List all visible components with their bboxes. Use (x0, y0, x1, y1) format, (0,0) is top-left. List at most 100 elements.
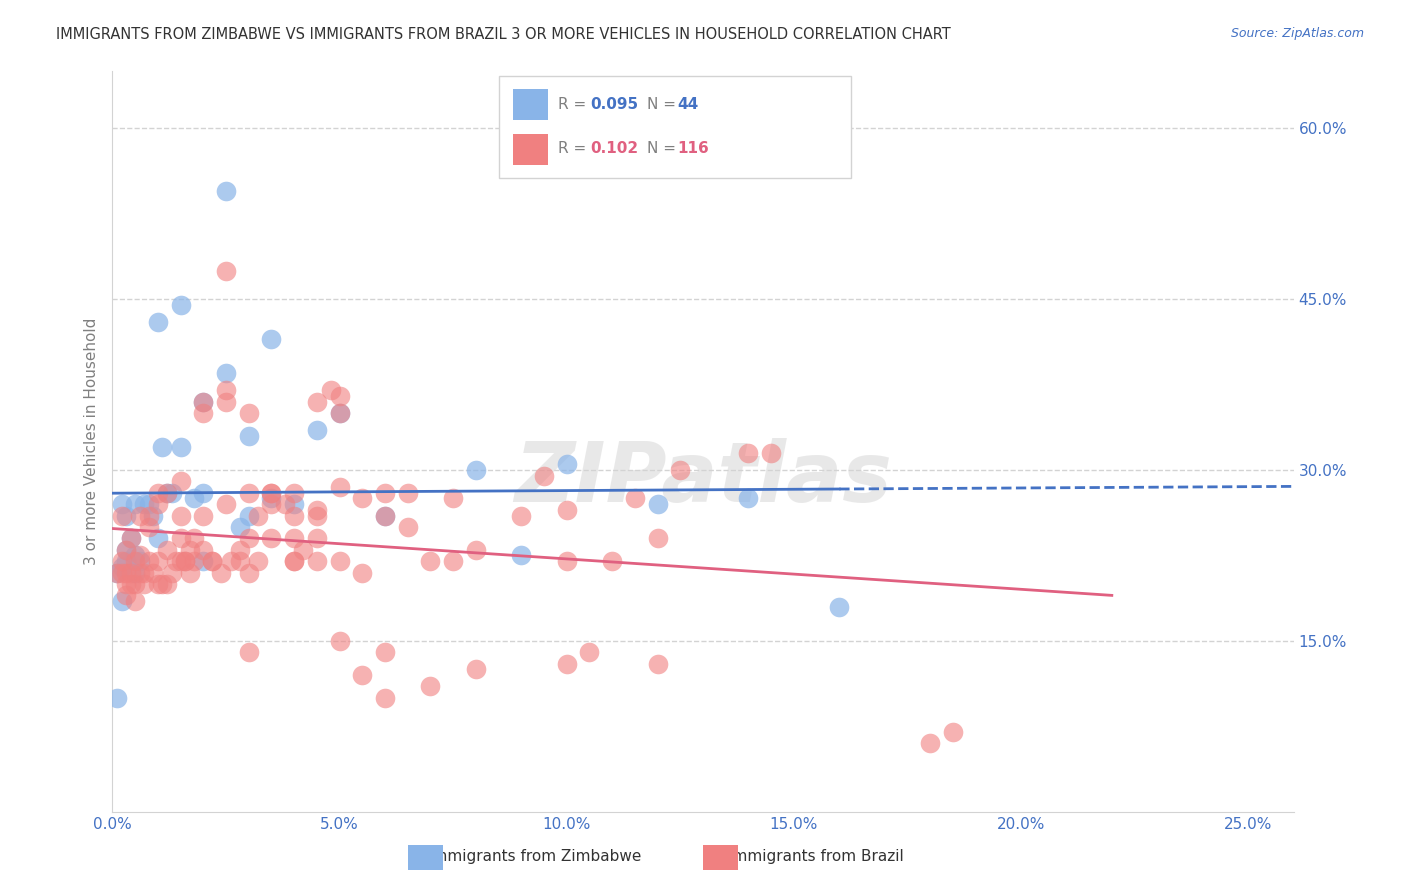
Point (305, 423, 328, 437)
Point (124, 577, 146, 591)
Point (319, 384, 342, 398)
Point (124, 594, 146, 608)
Point (174, 554, 197, 568)
Point (110, 559, 132, 574)
Text: Immigrants from Zimbabwe: Immigrants from Zimbabwe (427, 849, 641, 863)
Point (555, 657, 578, 671)
Point (134, 577, 156, 591)
Point (647, 657, 669, 671)
Point (374, 645, 396, 659)
Point (246, 554, 269, 568)
Point (169, 554, 191, 568)
Point (305, 532, 328, 546)
Point (283, 532, 305, 546)
Point (669, 463, 692, 477)
Point (152, 577, 174, 591)
Point (110, 508, 132, 523)
Text: ZIPatlas: ZIPatlas (515, 438, 891, 519)
Point (115, 554, 138, 568)
Point (352, 668, 374, 682)
Point (120, 577, 142, 591)
Point (329, 406, 352, 420)
Point (441, 554, 464, 568)
Point (305, 554, 328, 568)
Point (193, 406, 215, 420)
Point (146, 315, 169, 329)
Point (238, 645, 260, 659)
Point (110, 554, 132, 568)
Point (146, 485, 169, 500)
Text: IMMIGRANTS FROM ZIMBABWE VS IMMIGRANTS FROM BRAZIL 3 OR MORE VEHICLES IN HOUSEHO: IMMIGRANTS FROM ZIMBABWE VS IMMIGRANTS F… (56, 27, 950, 42)
Point (828, 599, 851, 614)
Point (228, 520, 250, 534)
Point (120, 532, 142, 546)
Point (215, 263, 238, 277)
Point (419, 554, 441, 568)
Point (329, 633, 352, 648)
Point (120, 532, 142, 546)
Point (920, 736, 942, 750)
Point (110, 566, 132, 580)
Point (647, 532, 669, 546)
Point (396, 485, 419, 500)
Point (169, 475, 191, 489)
Point (219, 554, 242, 568)
Point (120, 566, 142, 580)
Point (555, 458, 578, 472)
Point (283, 554, 305, 568)
Point (110, 497, 132, 511)
Point (138, 554, 160, 568)
Point (201, 554, 224, 568)
Point (169, 508, 191, 523)
Point (183, 554, 205, 568)
Point (533, 468, 555, 483)
Point (156, 485, 179, 500)
Text: 0.095: 0.095 (591, 97, 638, 112)
Point (110, 594, 132, 608)
Point (228, 542, 250, 557)
Point (156, 485, 179, 500)
Point (352, 566, 374, 580)
Point (124, 566, 146, 580)
Point (283, 497, 305, 511)
Point (292, 542, 315, 557)
Point (134, 497, 156, 511)
Text: 44: 44 (678, 97, 699, 112)
Point (128, 508, 150, 523)
Point (193, 554, 215, 568)
Point (228, 554, 250, 568)
Point (183, 532, 205, 546)
Text: 116: 116 (678, 142, 710, 156)
Point (169, 298, 191, 312)
Point (578, 645, 600, 659)
Point (283, 554, 305, 568)
Point (142, 508, 165, 523)
Point (146, 554, 169, 568)
Point (600, 554, 623, 568)
Point (238, 566, 260, 580)
Point (128, 566, 150, 580)
Point (201, 554, 224, 568)
Point (156, 542, 179, 557)
Point (374, 690, 396, 705)
Point (419, 680, 441, 694)
Point (283, 485, 305, 500)
Point (329, 389, 352, 403)
Point (329, 554, 352, 568)
Point (134, 566, 156, 580)
Point (138, 497, 160, 511)
Point (115, 577, 138, 591)
Text: N =: N = (647, 97, 681, 112)
Point (305, 503, 328, 517)
Point (274, 497, 297, 511)
Text: N =: N = (647, 142, 681, 156)
Point (152, 440, 174, 454)
Point (305, 394, 328, 409)
Point (464, 542, 486, 557)
Point (737, 491, 759, 506)
Point (174, 554, 197, 568)
Point (146, 577, 169, 591)
Point (215, 394, 238, 409)
Text: R =: R = (558, 97, 592, 112)
Point (238, 532, 260, 546)
